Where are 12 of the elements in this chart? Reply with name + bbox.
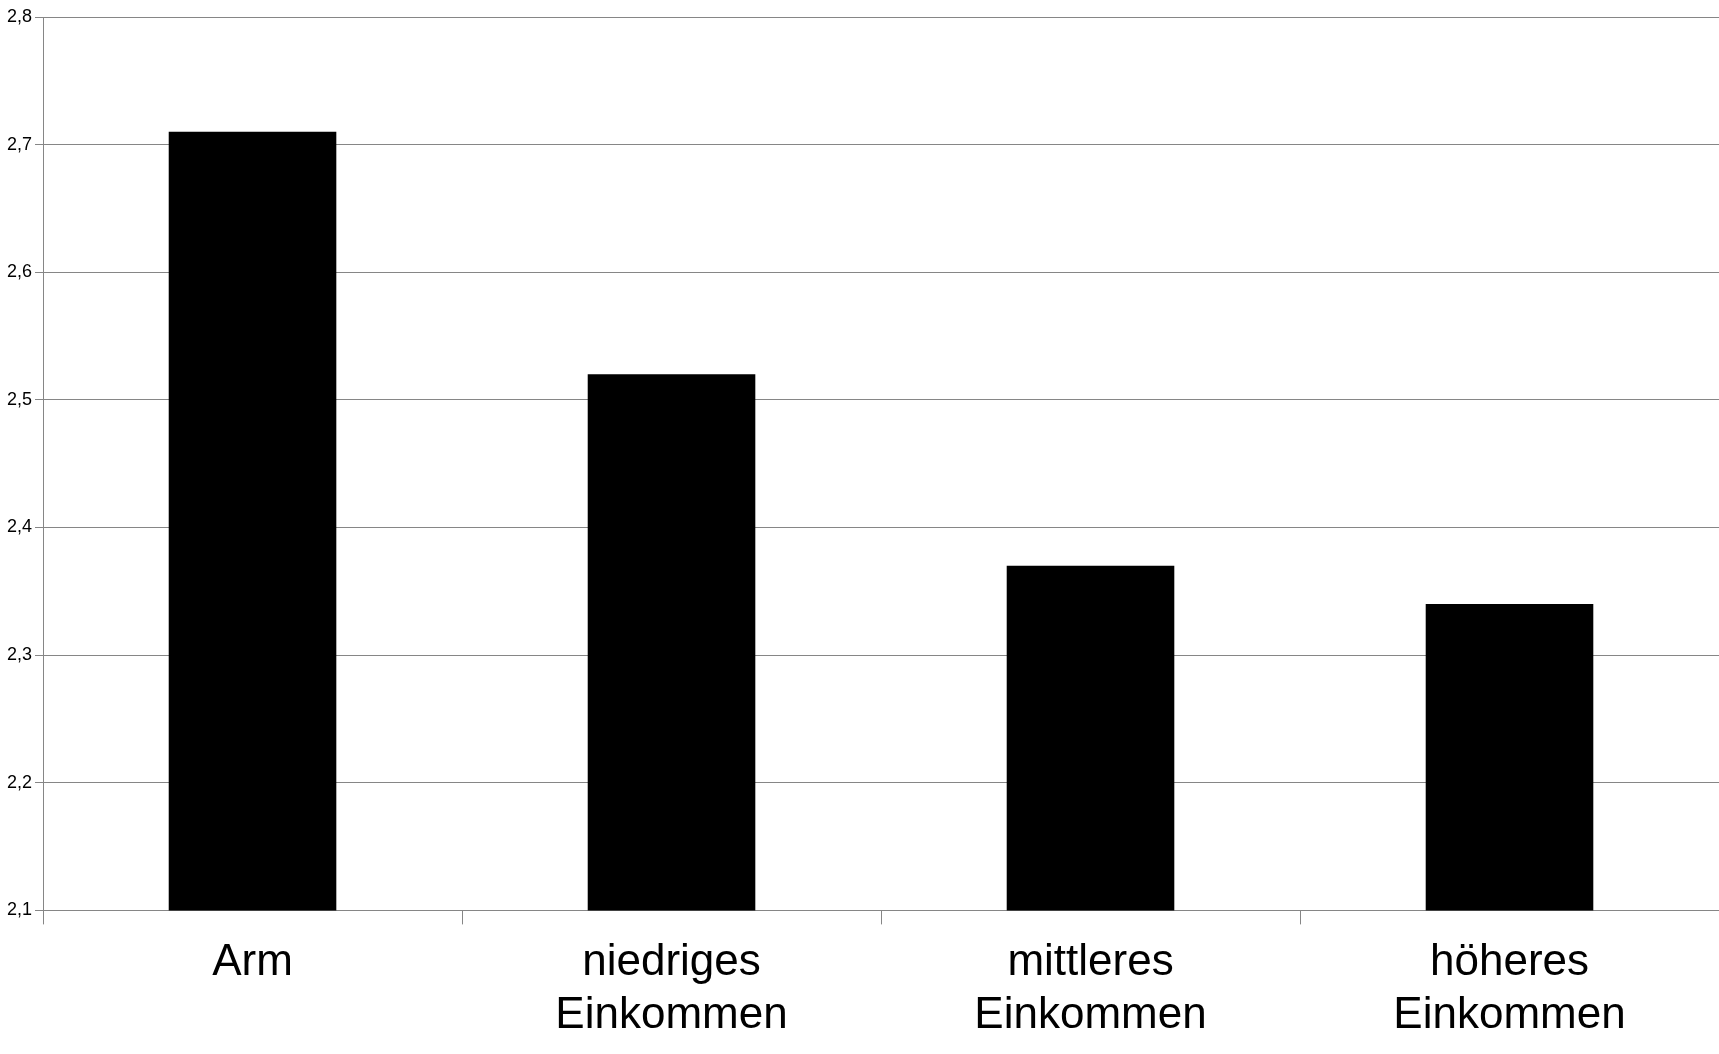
y-tick-label: 2,1	[6, 899, 33, 920]
x-tick-label: Arm	[212, 934, 293, 984]
y-tick-label: 2,6	[6, 261, 33, 282]
y-tick-label: 2,7	[6, 133, 33, 154]
y-tick-label: 2,3	[6, 644, 33, 665]
x-tick-label: höheres Einkommen	[1393, 934, 1626, 1037]
x-tick-label: niedriges Einkommen	[555, 934, 788, 1037]
y-tick-label: 2,8	[6, 5, 33, 26]
y-tick-label: 2,4	[6, 516, 33, 537]
y-tick-label: 2,2	[6, 771, 33, 792]
y-tick-label: 2,5	[6, 388, 33, 409]
x-tick-label: mittleres Einkommen	[974, 934, 1207, 1037]
